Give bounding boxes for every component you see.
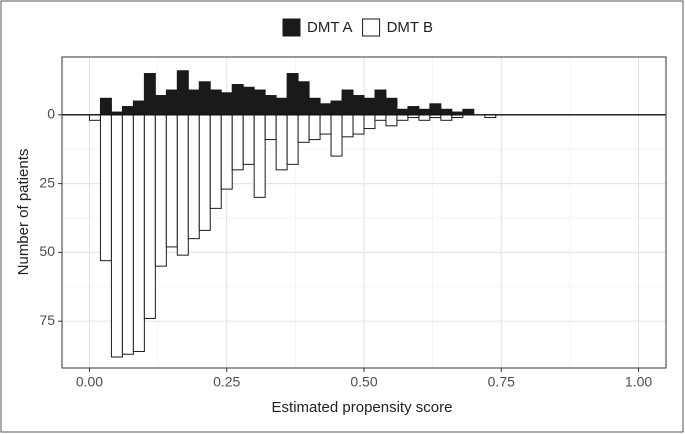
x-tick-label: 0.25 [213, 374, 240, 390]
bar [209, 114, 222, 209]
y-axis-label: Number of patients [15, 149, 32, 276]
bar [297, 114, 310, 143]
bar [440, 108, 453, 116]
bar [418, 114, 431, 121]
bar [341, 89, 354, 116]
bar [198, 81, 211, 116]
bar [352, 114, 365, 135]
bar [264, 95, 277, 116]
bar [429, 103, 442, 116]
bar [440, 114, 453, 121]
bar [352, 95, 365, 116]
bar [396, 114, 409, 121]
bar [231, 84, 244, 116]
bar [165, 89, 178, 116]
bar [143, 73, 156, 116]
legend-swatch [362, 18, 381, 37]
bar [132, 100, 145, 116]
bar [154, 114, 167, 267]
bar [187, 114, 200, 240]
x-tick-label: 0.00 [76, 374, 103, 390]
bar [374, 114, 387, 121]
bar [462, 108, 475, 116]
bar [154, 95, 167, 116]
bar [198, 114, 211, 231]
x-tick-label: 1.00 [625, 374, 652, 390]
bar [187, 89, 200, 116]
bar [330, 100, 343, 116]
bar [363, 97, 376, 116]
bar [363, 114, 376, 130]
bar [330, 114, 343, 157]
bar [242, 86, 255, 116]
bar [407, 106, 420, 116]
y-tick-label: 75 [39, 312, 55, 328]
bar [220, 114, 233, 190]
bar [110, 114, 123, 358]
bar [341, 114, 354, 138]
legend-label: DMT B [387, 19, 433, 36]
bar [275, 97, 288, 116]
legend-swatch [282, 18, 301, 37]
bar [121, 106, 134, 116]
bar [385, 114, 398, 127]
y-tick-label: 50 [39, 243, 55, 259]
bar [319, 114, 332, 135]
y-tick-label: 25 [39, 174, 55, 190]
y-tick-label: 0 [47, 105, 55, 121]
bar [275, 114, 288, 171]
bar [286, 73, 299, 116]
bar [308, 97, 321, 116]
bar [396, 108, 409, 116]
bar [88, 114, 101, 121]
x-tick-label: 0.50 [350, 374, 377, 390]
bar [374, 89, 387, 116]
x-tick-label: 0.75 [488, 374, 515, 390]
bar [132, 114, 145, 352]
bar [385, 97, 398, 116]
bar [165, 114, 178, 248]
panel-border [61, 56, 667, 369]
x-axis-label: Estimated propensity score [272, 399, 453, 416]
bar [242, 114, 255, 165]
bar [176, 70, 189, 116]
bar [209, 89, 222, 116]
bar [220, 92, 233, 116]
bar [319, 103, 332, 116]
bar [231, 114, 244, 171]
bar [121, 114, 134, 355]
bar [253, 89, 266, 116]
bar [99, 114, 112, 262]
bar [176, 114, 189, 256]
legend-label: DMT A [307, 19, 353, 36]
bar [99, 97, 112, 116]
bar [253, 114, 266, 198]
bar [308, 114, 321, 141]
bar [264, 114, 277, 141]
bar [297, 81, 310, 116]
bar [286, 114, 299, 165]
bar [143, 114, 156, 319]
bar [418, 108, 431, 116]
